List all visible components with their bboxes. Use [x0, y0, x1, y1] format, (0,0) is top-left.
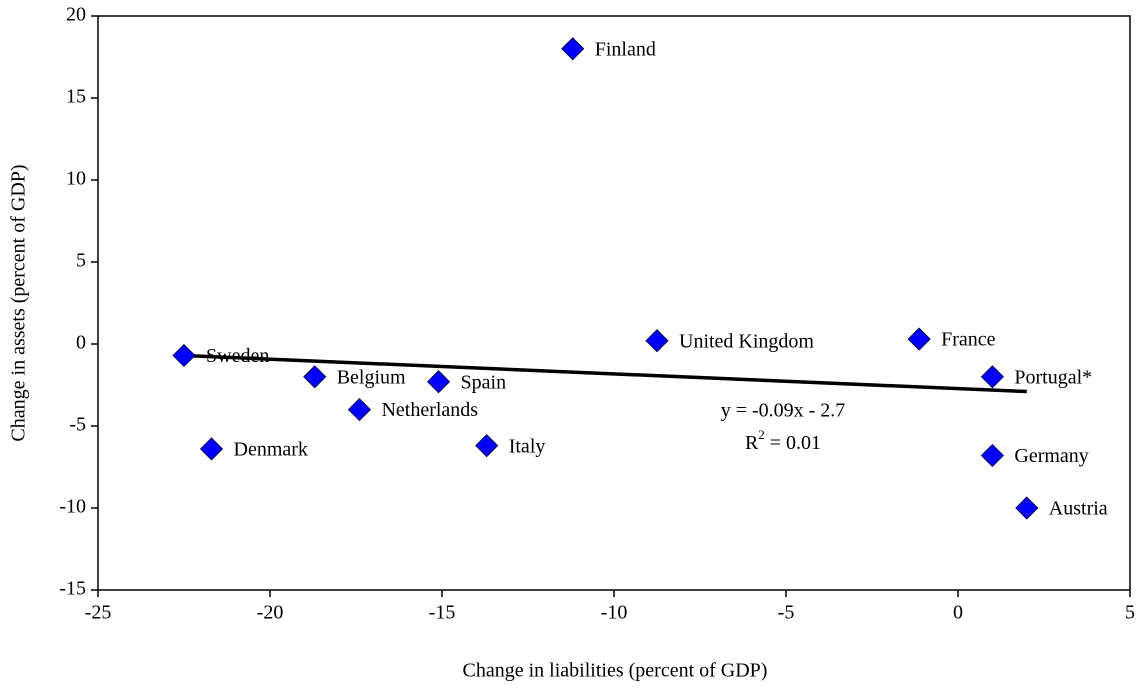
y-tick-label: -5: [69, 414, 86, 436]
point: [1015, 496, 1039, 520]
r-rest: = 0.01: [770, 432, 821, 454]
x-tick-label: -20: [257, 602, 284, 624]
plot-frame: [97, 15, 1131, 591]
point: [426, 370, 451, 394]
point-label: Netherlands: [381, 399, 478, 421]
y-tick-label: -10: [59, 496, 86, 518]
point-label: Finland: [595, 38, 656, 60]
point-label: Austria: [1049, 498, 1108, 520]
point-label: Sweden: [206, 345, 269, 367]
x-tick-label: -15: [429, 602, 456, 624]
y-tick-label: 0: [76, 332, 86, 354]
x-tick-label: -10: [601, 602, 628, 624]
equation: y = -0.09x - 2.7: [721, 400, 846, 422]
y-tick-label: 15: [66, 86, 86, 108]
point-label: Spain: [461, 371, 507, 393]
point-label: United Kingdom: [679, 330, 814, 352]
point-label: Belgium: [337, 366, 406, 388]
point-label: Denmark: [234, 439, 308, 461]
trend-line: [183, 353, 1027, 394]
point: [475, 434, 499, 458]
point: [980, 443, 1004, 468]
x-axis-title: Change in liabilities (percent of GDP): [463, 660, 768, 682]
point: [980, 365, 1004, 389]
y-tick-label: -15: [59, 578, 86, 600]
point-label: Portugal*: [1014, 366, 1092, 388]
point: [907, 327, 931, 351]
y-tick-label: 10: [66, 168, 86, 190]
r-base: R: [745, 432, 759, 454]
point-label: France: [941, 329, 996, 351]
x-tick-label: 5: [1125, 602, 1135, 624]
y-axis-title: Change in assets (percent of GDP): [8, 164, 30, 441]
point: [645, 329, 669, 353]
y-tick-label: 20: [66, 4, 86, 26]
point-label: Italy: [509, 435, 546, 457]
y-tick-label: 5: [76, 250, 86, 272]
x-tick-label: -5: [778, 602, 795, 624]
x-tick-label: 0: [953, 602, 963, 624]
x-tick-label: -25: [85, 602, 112, 624]
point: [303, 365, 327, 389]
r-sup: 2: [758, 427, 765, 442]
point-label: Germany: [1014, 445, 1088, 467]
point: [199, 437, 224, 461]
point: [561, 37, 585, 61]
r-squared: R2 = 0.01: [745, 427, 821, 454]
point: [347, 398, 372, 422]
point: [172, 343, 196, 368]
